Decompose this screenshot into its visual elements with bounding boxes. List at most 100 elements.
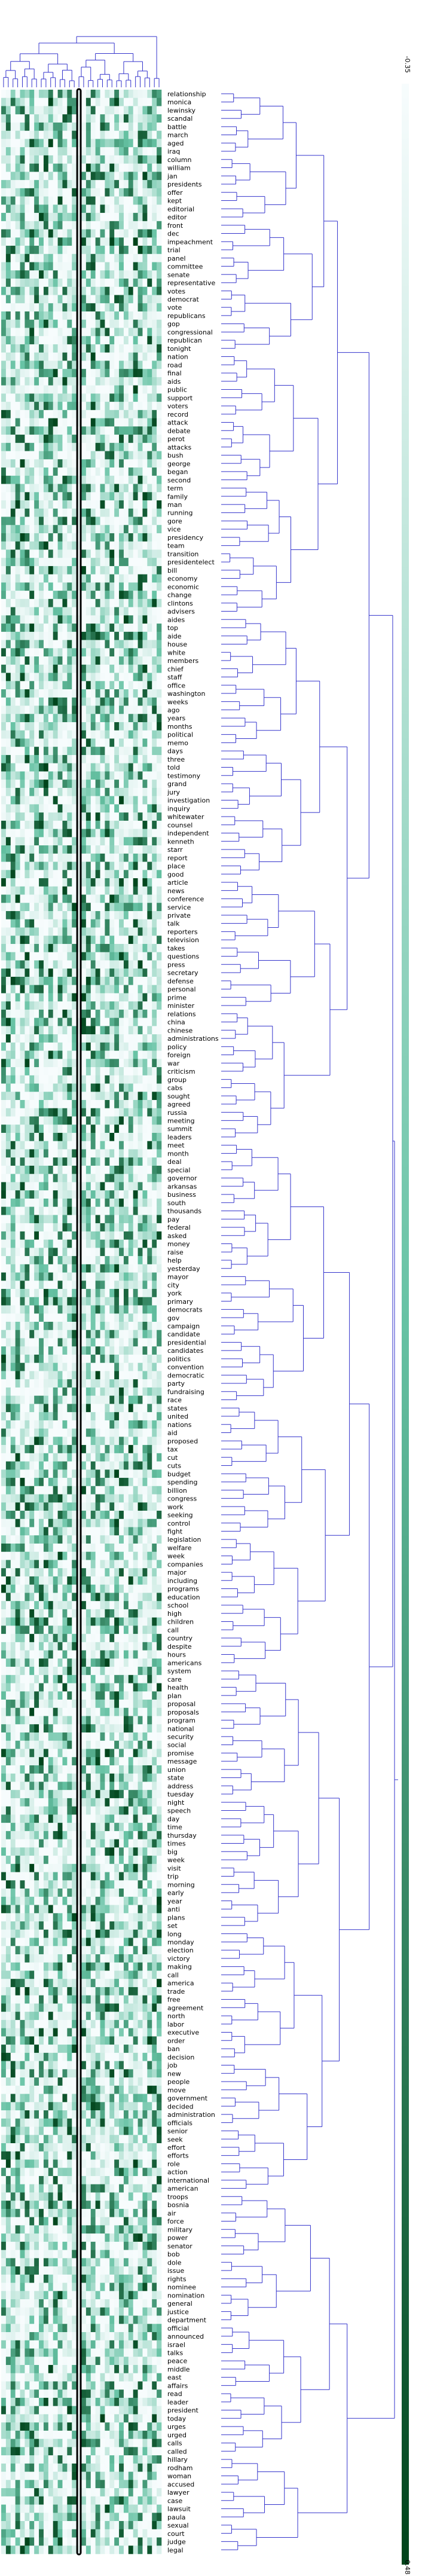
heatmap-cell bbox=[128, 820, 133, 829]
heatmap-cell bbox=[133, 1190, 138, 1199]
heatmap-cell bbox=[5, 492, 11, 501]
heatmap-cell bbox=[90, 442, 96, 451]
heatmap-cell bbox=[25, 1239, 30, 1248]
heatmap-cell bbox=[1, 787, 7, 796]
heatmap-cell bbox=[25, 845, 30, 854]
heatmap-cell bbox=[5, 319, 11, 328]
heatmap-cell bbox=[62, 598, 68, 607]
heatmap-cell bbox=[48, 270, 53, 279]
heatmap-cell bbox=[100, 188, 105, 197]
heatmap-cell bbox=[123, 1124, 129, 1133]
heatmap-cell bbox=[142, 467, 148, 476]
heatmap-cell bbox=[137, 155, 143, 164]
heatmap-cell bbox=[90, 385, 96, 394]
heatmap-cell bbox=[119, 525, 124, 534]
heatmap-cell bbox=[119, 435, 124, 444]
heatmap-cell bbox=[20, 861, 25, 870]
heatmap-cell bbox=[105, 1198, 110, 1207]
heatmap-cell bbox=[114, 780, 120, 789]
heatmap-cell bbox=[157, 139, 162, 148]
heatmap-cell bbox=[119, 369, 124, 378]
heatmap-cell bbox=[62, 714, 68, 723]
heatmap-cell bbox=[152, 1182, 157, 1191]
heatmap-cell bbox=[53, 985, 58, 994]
heatmap-cell bbox=[25, 591, 30, 600]
heatmap-cell bbox=[34, 163, 39, 172]
heatmap-cell bbox=[1, 122, 7, 131]
heatmap-cell bbox=[100, 1256, 105, 1265]
heatmap-cell bbox=[90, 861, 96, 870]
heatmap-cell bbox=[95, 763, 100, 772]
heatmap-cell bbox=[109, 204, 115, 213]
heatmap-cell bbox=[100, 295, 105, 304]
heatmap-cell bbox=[133, 360, 138, 369]
heatmap-cell bbox=[147, 549, 152, 558]
heatmap-cell bbox=[147, 878, 152, 887]
heatmap-cell bbox=[152, 1256, 157, 1265]
heatmap-cell bbox=[43, 147, 49, 156]
heatmap-cell bbox=[53, 1239, 58, 1248]
heatmap-cell bbox=[10, 968, 16, 977]
heatmap-cell bbox=[137, 566, 143, 575]
heatmap-cell bbox=[34, 837, 39, 846]
heatmap-cell bbox=[123, 369, 129, 378]
heatmap-cell bbox=[157, 163, 162, 172]
heatmap-cell bbox=[147, 221, 152, 230]
heatmap-cell bbox=[95, 475, 100, 484]
heatmap-cell bbox=[81, 1009, 87, 1018]
heatmap-cell bbox=[15, 459, 20, 468]
heatmap-cell bbox=[109, 1092, 115, 1101]
heatmap-cell bbox=[137, 369, 143, 378]
heatmap-cell bbox=[147, 279, 152, 288]
heatmap-cell bbox=[128, 837, 133, 846]
heatmap-cell bbox=[72, 968, 77, 977]
heatmap-cell bbox=[137, 673, 143, 682]
heatmap-cell bbox=[128, 787, 133, 796]
heatmap-cell bbox=[77, 960, 82, 969]
heatmap-cell bbox=[1, 747, 7, 756]
heatmap-cell bbox=[81, 894, 87, 903]
heatmap-cell bbox=[105, 196, 110, 205]
heatmap-cell bbox=[137, 213, 143, 222]
heatmap-cell bbox=[43, 1026, 49, 1035]
heatmap-cell bbox=[90, 927, 96, 936]
heatmap-cell bbox=[72, 410, 77, 418]
heatmap-cell bbox=[43, 410, 49, 418]
heatmap-cell bbox=[48, 1042, 53, 1051]
heatmap-cell bbox=[81, 1042, 87, 1051]
heatmap-cell bbox=[100, 952, 105, 961]
heatmap-cell bbox=[62, 295, 68, 304]
heatmap-cell bbox=[81, 352, 87, 361]
heatmap-cell bbox=[53, 763, 58, 772]
heatmap-cell bbox=[123, 303, 129, 312]
heatmap-cell bbox=[10, 804, 16, 813]
heatmap-cell bbox=[67, 615, 72, 624]
heatmap-cell bbox=[123, 418, 129, 427]
heatmap-cell bbox=[133, 467, 138, 476]
heatmap-cell bbox=[123, 943, 129, 952]
heatmap-cell bbox=[90, 1206, 96, 1215]
heatmap-cell bbox=[77, 1231, 82, 1240]
heatmap-cell bbox=[77, 878, 82, 887]
heatmap-cell bbox=[109, 1182, 115, 1191]
heatmap-cell bbox=[25, 459, 30, 468]
heatmap-cell bbox=[85, 1059, 91, 1068]
heatmap-cell bbox=[133, 1248, 138, 1257]
heatmap-cell bbox=[147, 829, 152, 838]
heatmap-cell bbox=[85, 927, 91, 936]
heatmap-cell bbox=[133, 295, 138, 304]
heatmap-cell bbox=[133, 829, 138, 838]
heatmap-cell bbox=[39, 1149, 44, 1158]
heatmap-cell bbox=[90, 418, 96, 427]
heatmap-cell bbox=[15, 697, 20, 706]
heatmap-cell bbox=[53, 163, 58, 172]
heatmap-cell bbox=[20, 681, 25, 690]
heatmap-cell bbox=[152, 549, 157, 558]
heatmap-cell bbox=[85, 607, 91, 616]
heatmap-cell bbox=[1, 1256, 7, 1265]
heatmap-cell bbox=[67, 894, 72, 903]
heatmap-cell bbox=[81, 188, 87, 197]
heatmap-cell bbox=[114, 541, 120, 550]
heatmap-cell bbox=[15, 903, 20, 912]
heatmap-cell bbox=[34, 763, 39, 772]
